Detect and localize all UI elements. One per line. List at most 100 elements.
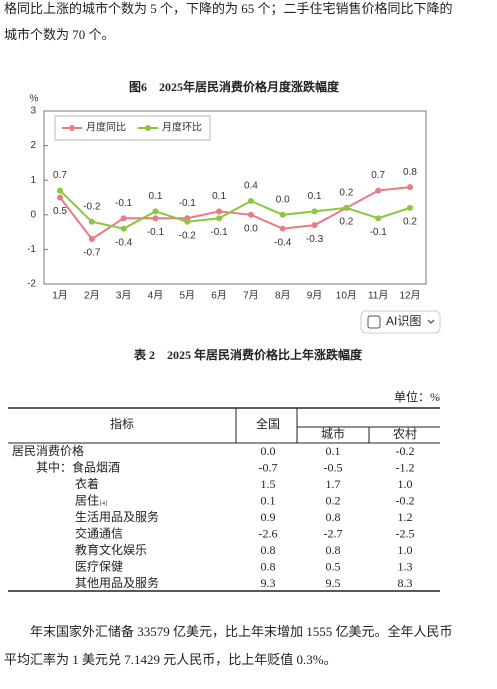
x-tick-label: 1月 — [52, 290, 68, 302]
point — [152, 208, 159, 215]
table-cell: 0.8 — [261, 543, 276, 557]
point — [120, 225, 127, 232]
table-cell: 0.8 — [326, 543, 341, 557]
table-cell: -0.7 — [259, 460, 278, 474]
data-label: -0.1 — [210, 227, 228, 238]
table-cell: -2.5 — [396, 526, 415, 540]
point — [311, 208, 318, 215]
x-tick-label: 8月 — [275, 290, 291, 302]
table-cell: 0.8 — [261, 559, 276, 573]
point — [216, 215, 223, 222]
point — [184, 218, 191, 225]
series-line — [59, 189, 411, 230]
table-cell: 0.1 — [326, 444, 341, 458]
x-tick-label: 4月 — [148, 290, 164, 302]
point — [120, 215, 127, 222]
table-cell: 1.7 — [326, 477, 341, 491]
table-header: 农村 — [393, 427, 417, 441]
table-cell: 9.5 — [326, 576, 341, 590]
table-cell: 0.1 — [261, 493, 276, 507]
legend-label: 月度同比 — [86, 121, 126, 134]
point — [88, 236, 95, 243]
data-label: -0.4 — [115, 237, 133, 248]
y-tick-label: -2 — [27, 279, 36, 290]
point — [311, 222, 318, 229]
legend-label: 月度环比 — [162, 121, 202, 134]
x-tick-label: 9月 — [307, 290, 323, 302]
y-tick-label: 3 — [30, 106, 36, 117]
y-unit: % — [30, 94, 39, 105]
x-tick-label: 12月 — [399, 290, 420, 302]
point — [375, 215, 382, 222]
data-label: -0.2 — [83, 201, 101, 212]
table-cell: -0.2 — [396, 493, 415, 507]
outro-line: 年末国家外汇储备 33579 亿美元，比上年末增加 1555 亿美元。全年人民币 — [4, 624, 453, 639]
table-cell: 1.3 — [398, 559, 413, 573]
table-cell: 0.8 — [326, 510, 341, 524]
table-title: 表 2 2025 年居民消费价格比上年涨跌幅度 — [133, 347, 363, 362]
table-cell: -2.7 — [324, 526, 343, 540]
data-label: -0.2 — [179, 230, 197, 241]
point — [279, 225, 286, 232]
x-tick-label: 5月 — [179, 290, 195, 302]
table-cell: 0.2 — [326, 493, 341, 507]
series-line — [59, 186, 411, 241]
table-cell: 9.3 — [261, 576, 276, 590]
table-cell: 8.3 — [398, 576, 413, 590]
table-cell: 1.0 — [398, 543, 413, 557]
point — [57, 187, 63, 194]
ai-button-box[interactable] — [360, 310, 441, 334]
data-label: -0.1 — [115, 198, 133, 209]
ai-button-label[interactable]: AI识图 — [386, 314, 421, 328]
row-label: 交通通信 — [75, 525, 123, 540]
table-header: 全国 — [256, 416, 280, 431]
data-label: 0.0 — [276, 194, 290, 205]
data-label: -0.1 — [179, 198, 197, 209]
data-label: 0.2 — [339, 217, 353, 228]
row-label: 医疗保健 — [75, 559, 123, 573]
data-label: -0.4 — [274, 237, 292, 248]
data-label: 0.2 — [339, 188, 353, 199]
table-header: 城市 — [321, 426, 345, 441]
table-unit: 单位：% — [394, 389, 440, 404]
ai-icon — [367, 315, 381, 329]
table-cell: -2.6 — [259, 526, 278, 540]
data-label: 0.0 — [244, 223, 258, 234]
point — [407, 184, 413, 191]
point — [88, 218, 95, 225]
row-label: 衣着 — [75, 476, 99, 491]
point — [407, 204, 413, 211]
y-tick-label: -1 — [27, 244, 36, 255]
data-label: 0.7 — [53, 170, 67, 181]
legend-marker — [69, 125, 75, 131]
data-label: -0.3 — [306, 234, 324, 245]
legend-marker — [145, 125, 151, 131]
chevron — [427, 319, 435, 324]
x-tick-label: 7月 — [243, 290, 259, 302]
row-label: 生活用品及服务 — [75, 509, 159, 524]
ai-button[interactable]: AI识图 — [360, 310, 441, 334]
x-tick-label: 10月 — [336, 290, 357, 302]
row-label: 居住 — [75, 493, 99, 507]
data-label: 0.2 — [403, 217, 417, 228]
point — [247, 197, 254, 204]
data-label: 0.7 — [371, 170, 385, 181]
point — [216, 208, 223, 215]
table-cell: -0.5 — [324, 460, 343, 474]
chart-title: 图6 2025年居民消费价格月度涨跌幅度 — [129, 79, 340, 94]
data-label: 0.4 — [244, 181, 258, 192]
y-tick-label: 2 — [30, 140, 36, 151]
data-label: 0.1 — [308, 191, 322, 202]
data-label: 0.8 — [403, 167, 417, 178]
table-cell: 1.5 — [261, 477, 276, 491]
data-label: 0.5 — [53, 206, 67, 217]
data-label: -0.7 — [83, 248, 101, 259]
x-tick-label: 3月 — [116, 290, 132, 302]
intro-line: 城市个数为 70 个。 — [4, 27, 115, 42]
table-cell: -0.2 — [396, 444, 415, 458]
x-tick-label: 2月 — [84, 290, 100, 302]
outro-line: 平均汇率为 1 美元兑 7.1429 元人民币，比上年贬值 0.3%。 — [4, 652, 337, 667]
row-label: 居民消费价格 — [12, 443, 84, 458]
x-tick-label: 6月 — [211, 290, 227, 302]
row-note: [4] — [100, 501, 107, 507]
